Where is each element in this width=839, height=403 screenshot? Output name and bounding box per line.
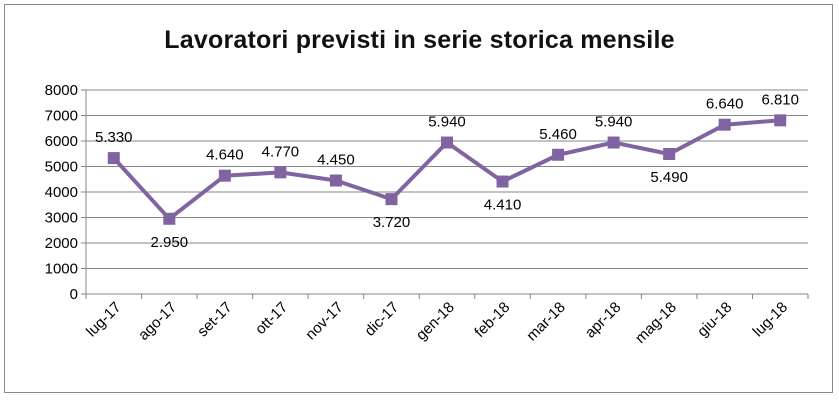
y-tick-label: 0 [70,286,78,303]
data-point-marker [718,118,731,131]
y-tick-label: 3000 [45,210,78,227]
y-tick-label: 2000 [45,235,78,252]
x-tick-label: ago-17 [135,299,180,344]
y-tick-label: 4000 [45,184,78,201]
x-tick-label: apr-18 [582,299,625,342]
y-tick-label: 5000 [45,159,78,176]
data-point-marker [441,136,453,149]
x-axis-ticks: lug-17 ago-17 set-17 ott-17 nov-17 dic-17 gen-… [83,294,809,347]
x-tick-label: dic-17 [361,299,402,340]
x-tick-label: ott-17 [252,299,291,338]
data-label: 5.460 [539,126,577,143]
data-label: 5.490 [650,169,688,186]
data-point-marker [552,148,565,161]
x-tick-label: gen-18 [413,299,458,344]
data-labels: 5.330 2.950 4.640 4.770 4.450 3.720 5.940 4.410… [95,91,799,250]
data-point-marker [774,114,787,127]
x-tick-label: nov-17 [302,299,346,343]
x-tick-label: mar-18 [523,299,569,345]
data-label: 4.640 [206,147,244,164]
data-label: 4.450 [317,152,355,169]
x-tick-label: feb-18 [471,299,513,341]
y-tick-label: 8000 [45,82,78,99]
x-tick-label: giu-18 [694,299,736,341]
data-point-marker [329,174,342,187]
data-label: 6.640 [706,96,744,113]
data-point-marker [663,148,676,161]
chart-title: Lavoratori previsti in serie storica men… [164,26,675,54]
y-tick-label: 7000 [45,108,78,125]
x-tick-label: lug-18 [750,299,792,341]
data-label: 5.940 [595,114,633,131]
data-label: 5.940 [428,114,466,131]
data-point-marker [107,152,120,165]
data-label: 5.330 [95,129,133,146]
data-point-marker [218,169,231,182]
y-tick-label: 1000 [45,261,78,278]
series-line [107,114,787,225]
x-tick-label: mag-18 [632,299,680,347]
data-point-marker [607,136,620,149]
data-point-marker [496,175,509,188]
axes [85,90,808,295]
x-tick-label: set-17 [194,299,236,341]
data-label: 2.950 [151,234,189,251]
y-axis-ticks: 0 1000 2000 3000 4000 5000 6000 7000 8000 [45,82,86,303]
data-label: 3.720 [373,214,411,231]
y-tick-label: 6000 [45,133,78,150]
data-point-marker [385,193,398,206]
chart-frame [4,4,833,393]
data-label: 4.410 [484,197,522,214]
data-label: 4.770 [262,143,300,160]
x-tick-label: lug-17 [83,299,125,341]
data-point-marker [274,166,287,179]
data-point-marker [163,212,176,225]
data-label: 6.810 [761,91,799,108]
